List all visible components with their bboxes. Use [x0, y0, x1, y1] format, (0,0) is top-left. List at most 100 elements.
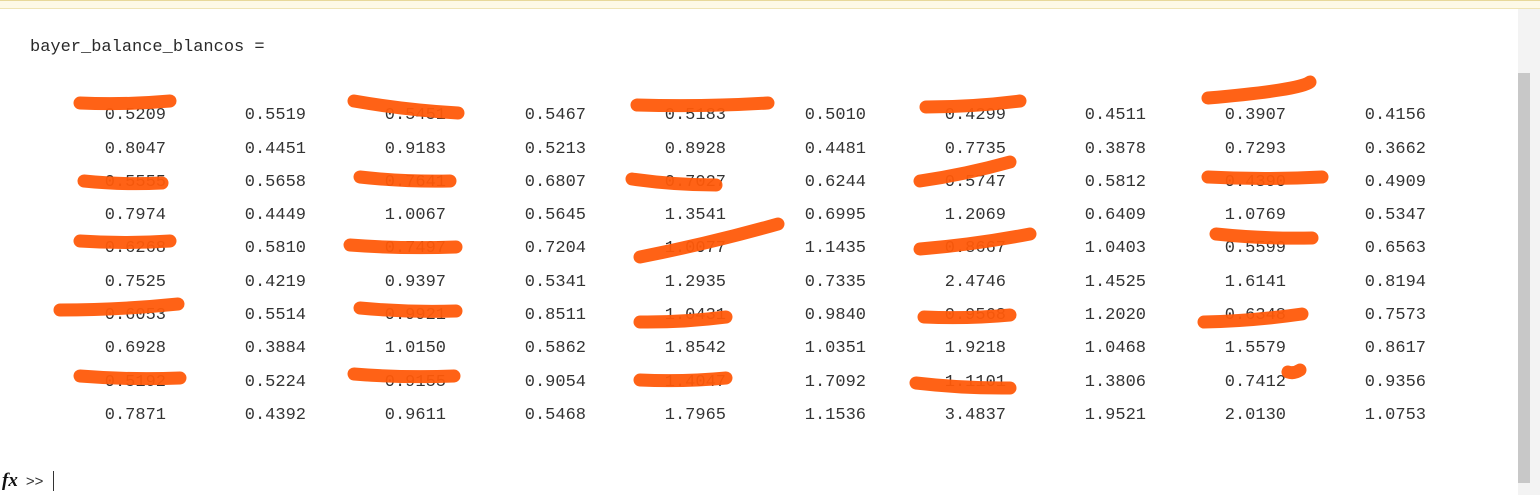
matrix-cell: 0.9397	[384, 273, 446, 292]
matrix-output: 0.5209 0.5519 0.5451 0.5467 0.5183 0.5010 0.42…	[104, 106, 1426, 425]
matrix-cell: 0.5747	[944, 173, 1006, 192]
matrix-cell: 1.1536	[804, 406, 866, 425]
matrix-cell: 0.3884	[244, 339, 306, 358]
matrix-cell: 1.2935	[664, 273, 726, 292]
matrix-cell: 0.5347	[1364, 206, 1426, 225]
top-border	[0, 0, 1540, 9]
matrix-cell: 1.7092	[804, 373, 866, 392]
matrix-cell: 0.5810	[244, 239, 306, 258]
matrix-cell: 0.9054	[524, 373, 586, 392]
matrix-cell: 0.5209	[104, 106, 166, 125]
matrix-cell: 0.4909	[1364, 173, 1426, 192]
matrix-cell: 0.4481	[804, 140, 866, 159]
matrix-cell: 0.5192	[104, 373, 166, 392]
matrix-cell: 0.9840	[804, 306, 866, 325]
matrix-cell: 1.0150	[384, 339, 446, 358]
matrix-cell: 1.0468	[1084, 339, 1146, 358]
matrix-cell: 0.9155	[384, 373, 446, 392]
matrix-cell: 0.4299	[944, 106, 1006, 125]
matrix-cell: 0.8667	[944, 239, 1006, 258]
scrollbar-thumb[interactable]	[1518, 73, 1530, 483]
matrix-cell: 0.5514	[244, 306, 306, 325]
matrix-cell: 0.5468	[524, 406, 586, 425]
matrix-cell: 0.7412	[1224, 373, 1286, 392]
matrix-cell: 1.0769	[1224, 206, 1286, 225]
matrix-cell: 1.5579	[1224, 339, 1286, 358]
matrix-cell: 1.1435	[804, 239, 866, 258]
matrix-cell: 0.6348	[1224, 306, 1286, 325]
fx-icon[interactable]: fx	[2, 470, 18, 491]
matrix-cell: 0.8928	[664, 140, 726, 159]
matrix-cell: 0.5812	[1084, 173, 1146, 192]
matrix-cell: 0.6995	[804, 206, 866, 225]
matrix-cell: 0.7871	[104, 406, 166, 425]
matrix-cell: 1.2069	[944, 206, 1006, 225]
matrix-cell: 0.5010	[804, 106, 866, 125]
matrix-cell: 2.4746	[944, 273, 1006, 292]
matrix-cell: 0.5224	[244, 373, 306, 392]
variable-name-line: bayer_balance_blancos =	[30, 38, 265, 57]
matrix-cell: 0.3662	[1364, 140, 1426, 159]
matrix-cell: 0.7641	[384, 173, 446, 192]
matrix-cell: 0.6053	[104, 306, 166, 325]
matrix-cell: 0.7293	[1224, 140, 1286, 159]
matrix-cell: 0.8617	[1364, 339, 1426, 358]
matrix-cell: 1.4525	[1084, 273, 1146, 292]
matrix-cell: 0.7204	[524, 239, 586, 258]
matrix-cell: 0.8511	[524, 306, 586, 325]
matrix-cell: 1.3541	[664, 206, 726, 225]
matrix-cell: 0.6928	[104, 339, 166, 358]
command-prompt[interactable]: fx >>	[0, 470, 55, 492]
matrix-cell: 0.6807	[524, 173, 586, 192]
matrix-cell: 0.4449	[244, 206, 306, 225]
matrix-cell: 0.6268	[104, 239, 166, 258]
matrix-cell: 1.0753	[1364, 406, 1426, 425]
matrix-cell: 0.5467	[524, 106, 586, 125]
vertical-scrollbar[interactable]	[1518, 9, 1540, 495]
matrix-cell: 0.7573	[1364, 306, 1426, 325]
prompt-chevrons: >>	[25, 472, 44, 490]
matrix-cell: 0.7027	[664, 173, 726, 192]
matrix-cell: 1.8542	[664, 339, 726, 358]
matrix-cell: 1.9218	[944, 339, 1006, 358]
matrix-cell: 0.5658	[244, 173, 306, 192]
matrix-cell: 0.5555	[104, 173, 166, 192]
matrix-cell: 0.8194	[1364, 273, 1426, 292]
matrix-cell: 0.5599	[1224, 239, 1286, 258]
matrix-cell: 0.7497	[384, 239, 446, 258]
matrix-cell: 1.0067	[384, 206, 446, 225]
matrix-cell: 0.7525	[104, 273, 166, 292]
matrix-cell: 0.5862	[524, 339, 586, 358]
matrix-cell: 0.9611	[384, 406, 446, 425]
matrix-cell: 0.8047	[104, 140, 166, 159]
matrix-cell: 1.3806	[1084, 373, 1146, 392]
matrix-cell: 0.5183	[664, 106, 726, 125]
matrix-cell: 0.7735	[944, 140, 1006, 159]
text-caret[interactable]	[53, 471, 55, 491]
matrix-cell: 1.6141	[1224, 273, 1286, 292]
matrix-cell: 0.9356	[1364, 373, 1426, 392]
matrix-cell: 0.4451	[244, 140, 306, 159]
matrix-cell: 0.5451	[384, 106, 446, 125]
matrix-cell: 0.3878	[1084, 140, 1146, 159]
matrix-cell: 0.9921	[384, 306, 446, 325]
matrix-cell: 1.0351	[804, 339, 866, 358]
matrix-cell: 0.5645	[524, 206, 586, 225]
matrix-cell: 1.4047	[664, 373, 726, 392]
matrix-cell: 1.1101	[944, 373, 1006, 392]
matrix-cell: 0.9183	[384, 140, 446, 159]
matrix-cell: 0.7335	[804, 273, 866, 292]
matrix-cell: 1.9521	[1084, 406, 1146, 425]
matrix-cell: 0.4392	[244, 406, 306, 425]
matrix-cell: 1.0077	[664, 239, 726, 258]
matrix-cell: 0.5213	[524, 140, 586, 159]
matrix-cell: 0.6409	[1084, 206, 1146, 225]
matrix-cell: 2.0130	[1224, 406, 1286, 425]
matrix-cell: 1.0431	[664, 306, 726, 325]
matrix-cell: 1.2020	[1084, 306, 1146, 325]
matrix-cell: 0.6563	[1364, 239, 1426, 258]
matrix-cell: 0.5519	[244, 106, 306, 125]
matrix-cell: 0.5341	[524, 273, 586, 292]
matrix-cell: 1.0403	[1084, 239, 1146, 258]
matrix-cell: 3.4837	[944, 406, 1006, 425]
